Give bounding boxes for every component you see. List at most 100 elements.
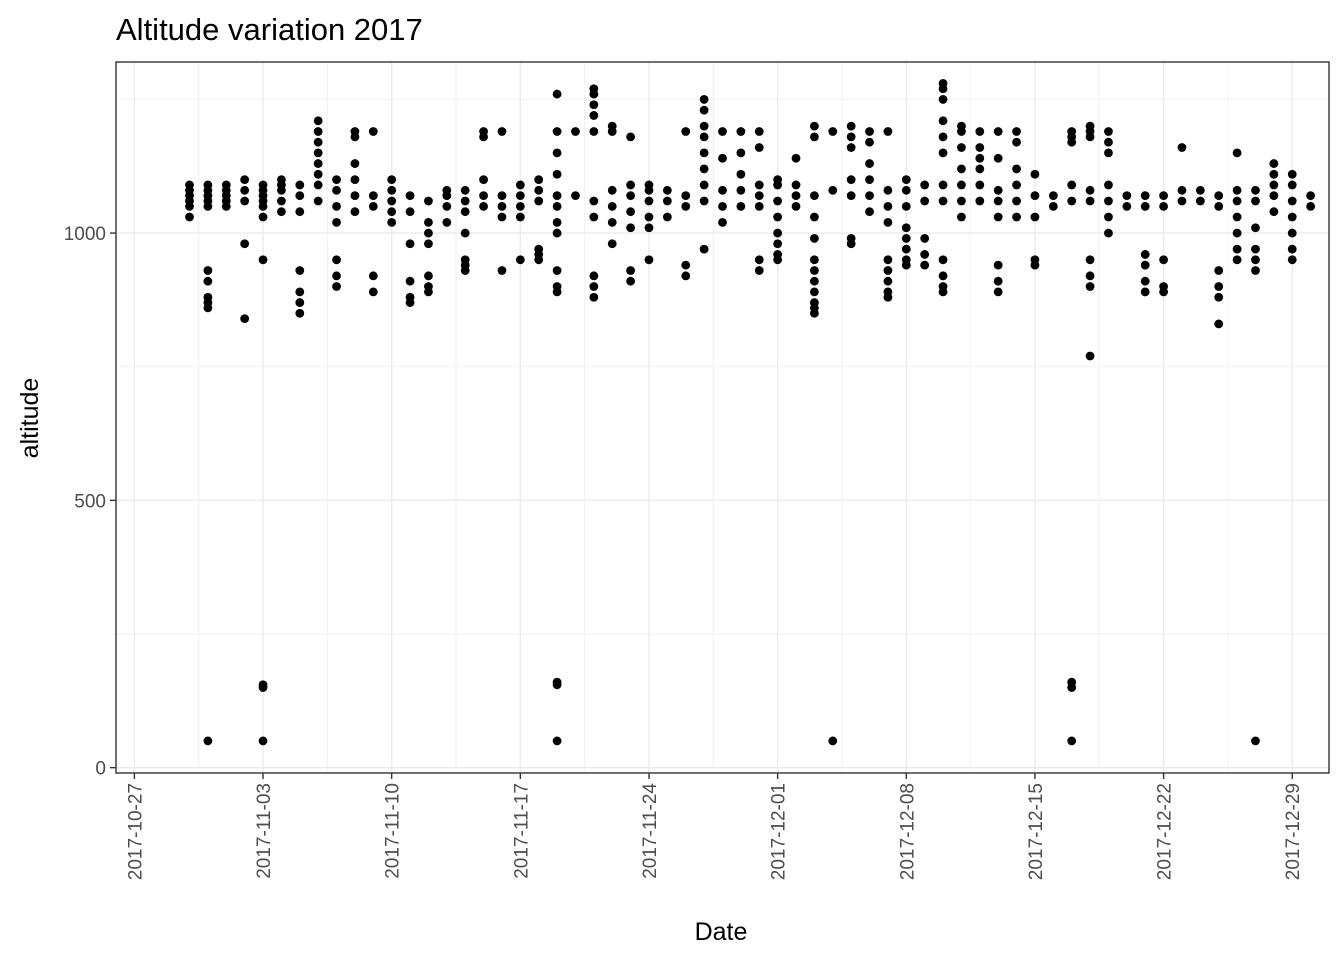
data-point	[350, 127, 360, 136]
data-point	[258, 180, 268, 190]
data-point	[203, 180, 213, 190]
data-point	[1104, 148, 1113, 158]
data-point	[809, 255, 819, 265]
data-point	[240, 196, 250, 206]
data-point	[368, 287, 378, 297]
data-point	[424, 239, 433, 249]
data-point	[1251, 266, 1260, 275]
data-point	[754, 255, 764, 265]
data-point	[332, 271, 341, 281]
data-point	[975, 127, 985, 136]
data-point	[1030, 260, 1040, 270]
data-point	[901, 234, 911, 243]
data-point	[1140, 276, 1150, 286]
x-tick-label: 2017-11-10	[383, 783, 404, 879]
data-point	[773, 255, 783, 265]
data-point	[1177, 143, 1187, 152]
data-point	[313, 196, 323, 206]
data-point	[332, 217, 341, 227]
data-point	[1012, 180, 1021, 190]
data-point	[993, 185, 1003, 195]
data-point	[240, 239, 250, 249]
data-point	[313, 137, 323, 147]
data-point	[1269, 191, 1279, 201]
data-point	[515, 201, 525, 211]
data-point	[589, 271, 599, 281]
data-point	[497, 201, 507, 211]
data-point	[809, 191, 819, 201]
data-point	[589, 196, 599, 206]
data-point	[957, 143, 966, 152]
data-point	[607, 239, 617, 249]
data-point	[1177, 196, 1187, 206]
data-point	[754, 266, 764, 275]
data-point	[975, 164, 985, 174]
data-point	[975, 143, 985, 152]
data-point	[589, 292, 599, 302]
data-point	[993, 276, 1003, 286]
data-point	[1122, 201, 1132, 211]
x-tick-label: 2017-12-01	[769, 783, 790, 880]
data-point	[865, 127, 874, 136]
data-point	[883, 266, 893, 275]
data-point	[920, 180, 930, 190]
data-point	[901, 244, 911, 254]
data-point	[920, 250, 930, 259]
data-point	[350, 159, 360, 168]
data-point	[368, 201, 378, 211]
data-point	[460, 185, 470, 195]
data-point	[258, 255, 268, 265]
data-point	[240, 175, 250, 185]
data-point	[1251, 244, 1260, 254]
data-point	[975, 153, 985, 163]
data-point	[993, 287, 1003, 297]
data-point	[534, 255, 544, 265]
data-point	[497, 127, 507, 136]
data-point	[1085, 282, 1095, 291]
data-point	[901, 260, 911, 270]
data-point	[754, 191, 764, 201]
data-point	[313, 127, 323, 136]
data-point	[424, 217, 433, 227]
data-point	[387, 207, 397, 217]
y-tick-label: 0	[95, 759, 106, 780]
data-point	[773, 196, 783, 206]
data-point	[681, 191, 691, 201]
data-point	[258, 212, 268, 222]
data-point	[1159, 287, 1168, 297]
data-point	[497, 191, 507, 201]
data-point	[460, 196, 470, 206]
data-point	[828, 736, 838, 746]
data-point	[644, 196, 654, 206]
data-point	[607, 217, 617, 227]
data-point	[1195, 196, 1205, 206]
data-point	[589, 84, 599, 94]
data-point	[791, 153, 801, 163]
data-point	[479, 191, 488, 201]
data-point	[754, 143, 764, 152]
data-point	[1067, 127, 1077, 136]
data-point	[1104, 137, 1113, 147]
data-point	[883, 255, 893, 265]
data-point	[846, 191, 856, 201]
data-point	[313, 148, 323, 158]
data-point	[938, 132, 948, 142]
data-point	[332, 201, 341, 211]
data-point	[534, 185, 544, 195]
data-point	[718, 217, 727, 227]
data-point	[552, 287, 562, 297]
data-point	[699, 164, 709, 174]
data-point	[1232, 212, 1242, 222]
data-point	[846, 132, 856, 142]
x-tick-label: 2017-12-15	[1026, 783, 1047, 880]
data-point	[1048, 191, 1058, 201]
data-point	[332, 282, 341, 291]
data-point	[699, 95, 709, 104]
data-point	[552, 191, 562, 201]
data-point	[607, 185, 617, 195]
data-point	[552, 736, 562, 746]
data-point	[938, 180, 948, 190]
data-point	[1251, 736, 1260, 746]
data-point	[295, 266, 305, 275]
